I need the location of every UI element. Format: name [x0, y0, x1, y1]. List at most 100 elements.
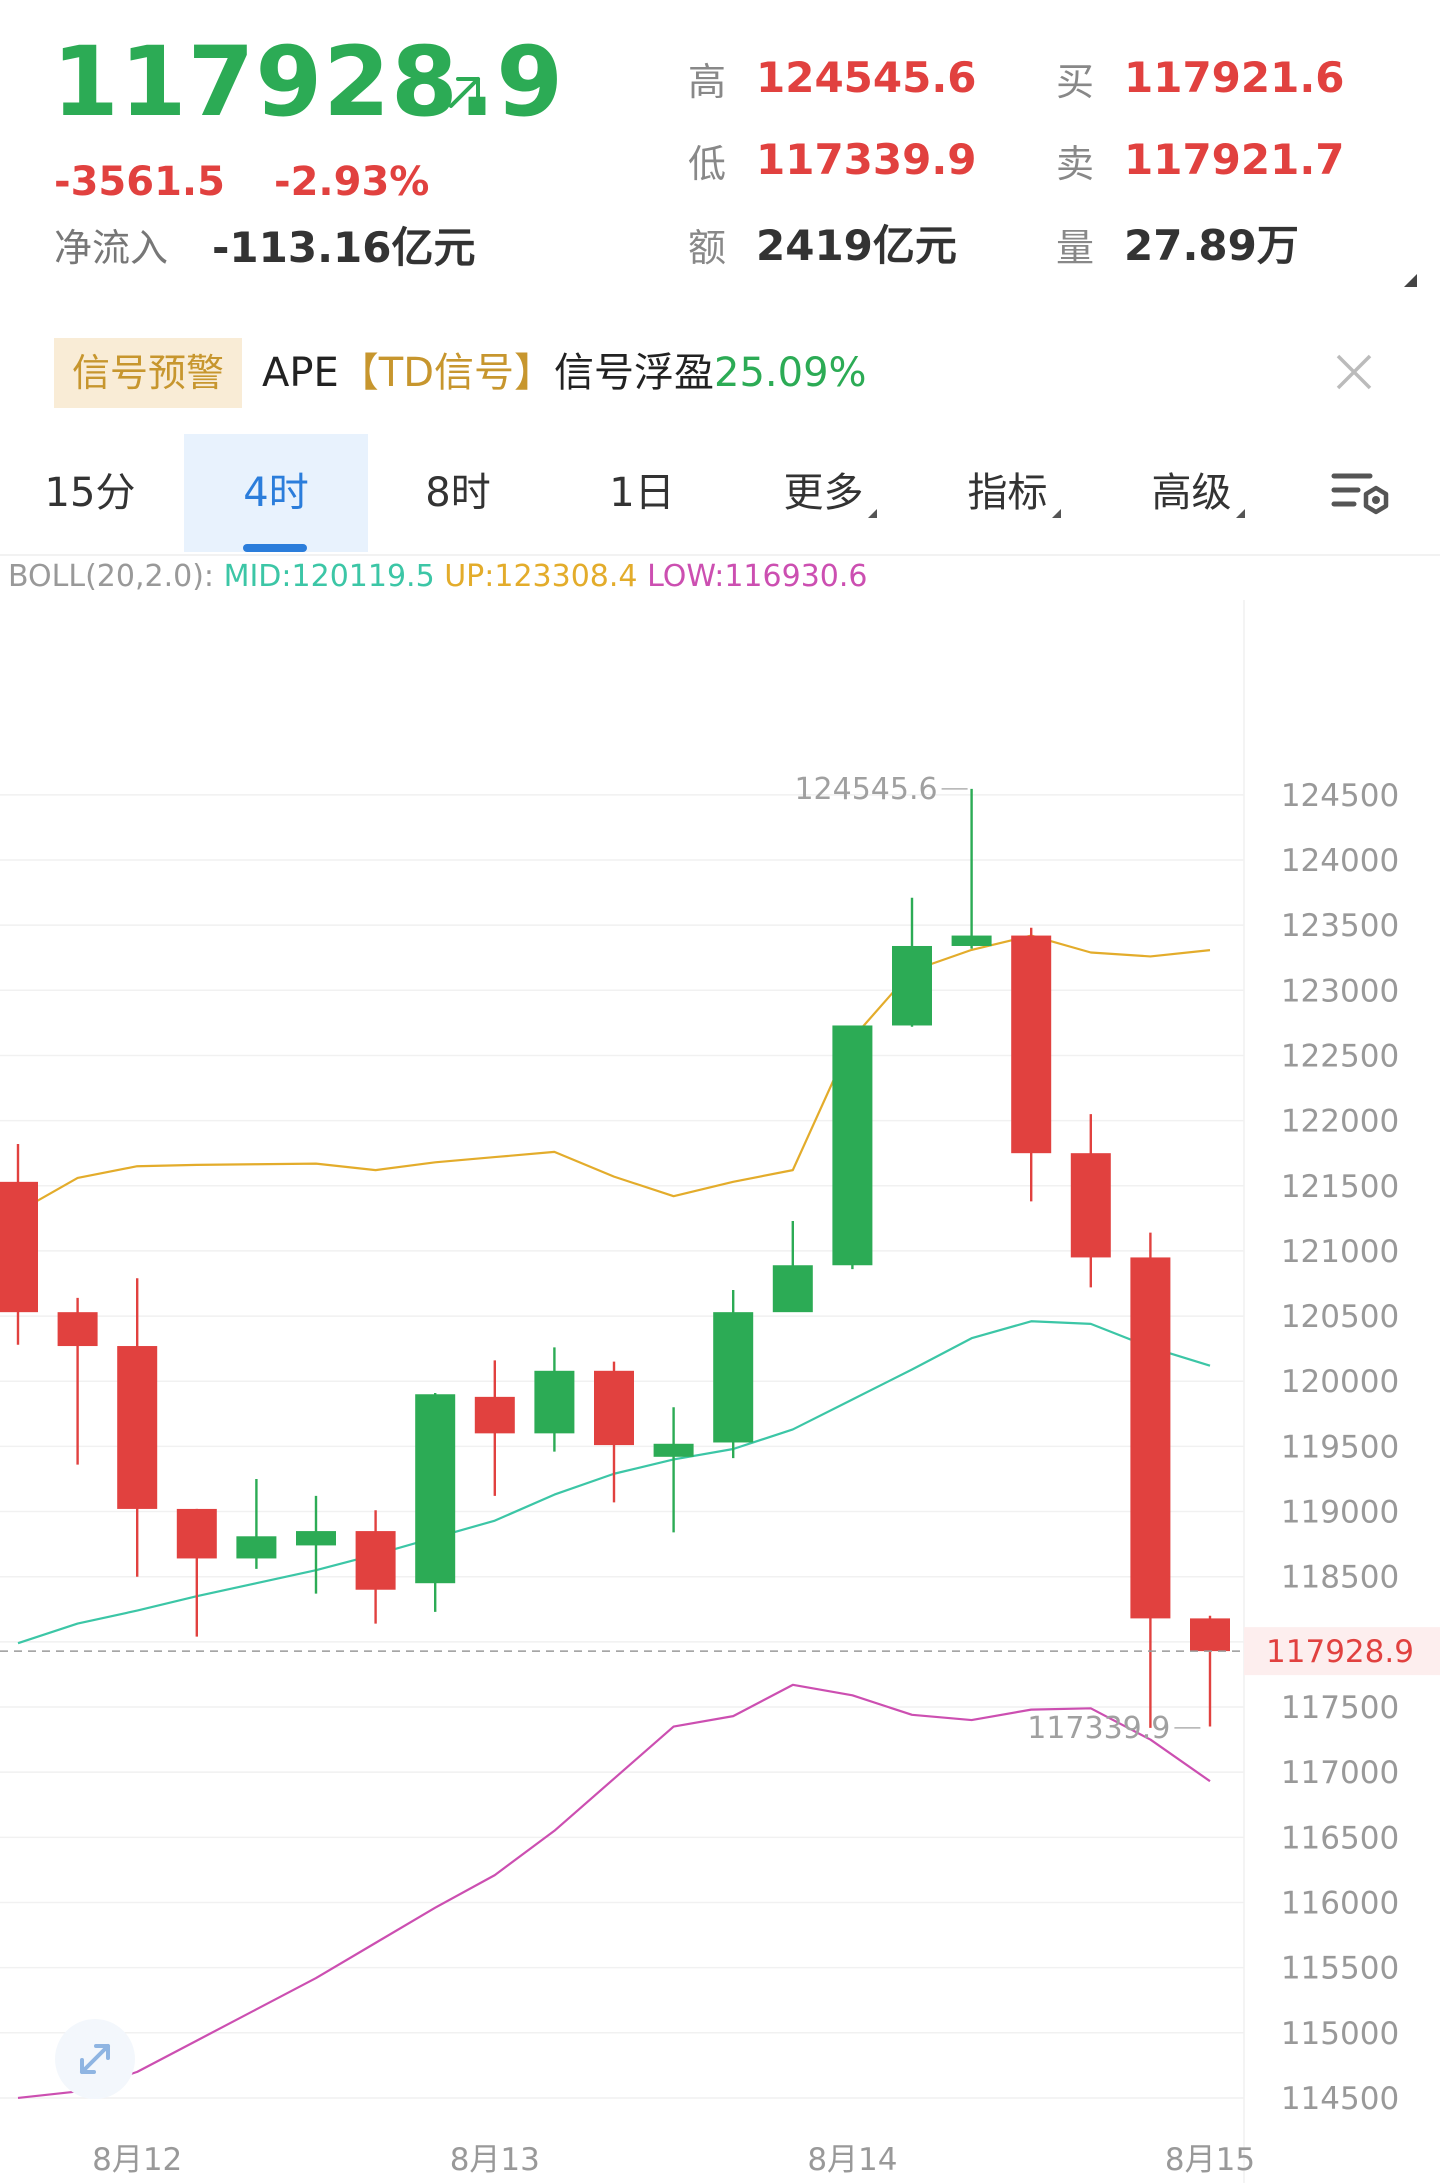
candle	[474, 1360, 515, 1496]
candle-body	[1130, 1257, 1171, 1619]
dropdown-triangle-icon	[1051, 509, 1061, 518]
tab-15min[interactable]: 15分	[20, 434, 160, 552]
tab-label: 15分	[44, 470, 136, 516]
y-tick-label: 121500	[1281, 1169, 1399, 1205]
y-tick-label: 124000	[1281, 843, 1399, 879]
candle	[0, 1144, 38, 1345]
candle	[951, 788, 992, 949]
candle	[1130, 1232, 1171, 1728]
boll-lower-line	[17, 1683, 1211, 2100]
candle	[236, 1478, 277, 1569]
tab-active-underline	[243, 544, 307, 552]
y-tick-label: 115000	[1281, 2016, 1399, 2052]
candle-body	[0, 1181, 38, 1313]
boll-mid-value: MID:120119.5	[223, 559, 435, 594]
volume-label: 量	[1056, 226, 1095, 270]
tab-1d[interactable]: 1日	[572, 434, 712, 552]
boll-name: BOLL(20,2.0):	[8, 559, 215, 594]
ask-label: 卖	[1056, 142, 1095, 186]
turnover-label: 额	[688, 226, 727, 270]
tab-label: 1日	[609, 470, 675, 516]
candle-body	[1011, 935, 1052, 1154]
candle	[772, 1220, 813, 1313]
y-tick-label: 116000	[1281, 1885, 1399, 1921]
last-price: 117928.9	[52, 26, 565, 138]
candle	[1011, 927, 1052, 1202]
candle-body	[1190, 1618, 1230, 1652]
tab-active-background	[184, 434, 368, 552]
candle-body	[415, 1394, 456, 1584]
y-tick-label: 124500	[1281, 778, 1399, 814]
tabs-divider	[0, 554, 1440, 556]
candle	[892, 897, 932, 1027]
signal-alert-tag[interactable]: 信号预警	[54, 338, 242, 408]
close-icon[interactable]	[1334, 352, 1374, 392]
candle-body	[772, 1265, 813, 1313]
candlestick-chart[interactable]: 124500 124000 123500 123000 122500 122000 1215…	[0, 600, 1440, 2183]
low-label: 低	[688, 142, 727, 186]
signal-symbol: APE	[262, 350, 339, 396]
candle	[1070, 1114, 1111, 1288]
candle-body	[713, 1312, 754, 1443]
candle	[832, 1025, 873, 1270]
signal-text: 信号浮盈	[554, 350, 714, 396]
chart-settings-icon[interactable]	[1330, 468, 1394, 524]
boll-legend: BOLL(20,2.0): MID:120119.5 UP:123308.4 L…	[8, 554, 868, 600]
boll-low-value: LOW:116930.6	[647, 559, 868, 594]
ask-value: 117921.7	[1124, 135, 1345, 184]
signal-message[interactable]: APE【TD信号】信号浮盈25.09%	[262, 338, 867, 408]
current-price-label: 117928.9	[1266, 1634, 1414, 1670]
price-change: -3561.5	[54, 159, 225, 205]
signal-profit-percent: 25.09%	[714, 350, 867, 396]
tab-4h[interactable]: 4时	[184, 434, 368, 552]
y-tick-label: 114500	[1281, 2081, 1399, 2117]
candle-body	[892, 945, 932, 1026]
candle	[176, 1508, 217, 1637]
x-tick-label: 8月14	[807, 2142, 897, 2178]
expand-icon[interactable]	[54, 2018, 136, 2100]
tab-label: 8时	[425, 470, 491, 516]
candle	[355, 1510, 396, 1624]
candle	[57, 1297, 98, 1465]
candle	[594, 1361, 634, 1503]
candle-body	[594, 1370, 634, 1446]
candle	[653, 1407, 694, 1533]
tab-indicators[interactable]: 指标	[944, 434, 1084, 552]
x-tick-label: 8月12	[92, 2142, 182, 2178]
tab-advanced[interactable]: 高级	[1128, 434, 1268, 552]
candle	[296, 1495, 336, 1594]
candle	[713, 1290, 754, 1459]
high-label: 高	[688, 60, 727, 104]
y-tick-label: 123500	[1281, 908, 1399, 944]
candle-body	[176, 1508, 217, 1559]
tab-8h[interactable]: 8时	[388, 434, 528, 552]
candle-body	[1070, 1153, 1111, 1258]
bid-value: 117921.6	[1124, 53, 1345, 102]
grid-lines	[0, 600, 1245, 2183]
price-change-percent: -2.93%	[274, 159, 430, 205]
candle	[534, 1347, 575, 1452]
y-tick-label: 121000	[1281, 1234, 1399, 1270]
bid-label: 买	[1056, 60, 1095, 104]
signal-indicator: 【TD信号】	[338, 350, 554, 396]
y-tick-label: 117000	[1281, 1755, 1399, 1791]
expand-corner-icon[interactable]	[1404, 274, 1417, 287]
candle-body	[296, 1531, 336, 1546]
low-value: 117339.9	[756, 135, 977, 184]
arrow-up-right-icon	[449, 77, 480, 108]
y-tick-label: 117500	[1281, 1690, 1399, 1726]
volume-value: 27.89万	[1124, 221, 1299, 270]
tab-label: 高级	[1151, 470, 1232, 516]
high-marker-label: 124545.6	[794, 772, 937, 807]
candle-body	[534, 1370, 575, 1434]
high-value: 124545.6	[756, 53, 977, 102]
candle-body	[236, 1536, 277, 1559]
candle-body	[832, 1025, 873, 1266]
tab-more[interactable]: 更多	[760, 434, 900, 552]
tab-label: 4时	[243, 470, 309, 516]
candle-body	[117, 1346, 158, 1509]
y-tick-label: 119500	[1281, 1429, 1399, 1465]
turnover-value: 2419亿元	[756, 221, 957, 270]
candles	[0, 788, 1230, 1728]
netflow-value: -113.16亿元	[212, 223, 476, 272]
